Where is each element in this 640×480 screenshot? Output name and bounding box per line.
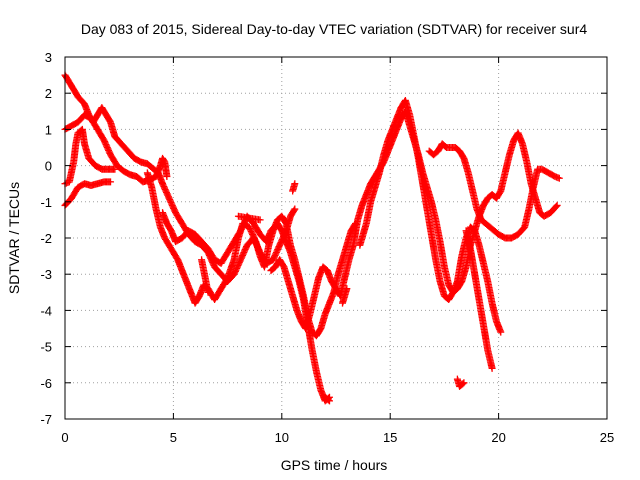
x-tick-label: 10	[275, 430, 289, 445]
data-point	[163, 172, 171, 180]
chart-title: Day 083 of 2015, Sidereal Day-to-day VTE…	[81, 21, 587, 37]
x-tick-label: 20	[491, 430, 505, 445]
series-track-f	[159, 209, 333, 405]
data-point	[204, 288, 212, 296]
data-point	[555, 174, 563, 182]
series-track-j	[462, 227, 496, 372]
y-tick-label: -1	[40, 195, 52, 210]
grid-lines	[65, 57, 607, 419]
y-tick-label: 1	[45, 122, 52, 137]
x-tick-label: 15	[383, 430, 397, 445]
data-point	[290, 206, 298, 214]
series-track-a	[61, 178, 115, 209]
x-axis-label: GPS time / hours	[281, 457, 388, 473]
y-tick-label: -5	[40, 340, 52, 355]
y-tick-labels: -7 -6 -5 -4 -3 -2 -1 0 1 2 3	[40, 50, 52, 427]
x-tick-label: 25	[600, 430, 614, 445]
x-tick-labels: 0 5 10 15 20 25	[61, 430, 614, 445]
data-point	[488, 364, 496, 372]
y-tick-label: -7	[40, 412, 52, 427]
x-tick-label: 5	[170, 430, 177, 445]
data-point	[107, 178, 115, 186]
y-tick-label: -2	[40, 231, 52, 246]
series-track-k	[198, 180, 468, 405]
series-track-e	[143, 169, 360, 340]
x-tick-label: 0	[61, 430, 68, 445]
data-point	[553, 201, 561, 209]
y-tick-label: -6	[40, 376, 52, 391]
data-point	[497, 328, 505, 336]
y-axis-label: SDTVAR / TECUs	[6, 182, 22, 294]
data-point	[291, 180, 299, 188]
data-point	[460, 379, 468, 387]
data-points	[61, 71, 563, 405]
data-point	[291, 205, 299, 213]
data-point	[552, 202, 560, 210]
y-tick-label: 0	[45, 159, 52, 174]
data-point	[234, 212, 242, 220]
y-tick-label: 2	[45, 86, 52, 101]
data-point	[459, 380, 467, 388]
data-point	[324, 396, 332, 404]
axis-ticks	[64, 56, 608, 420]
y-tick-label: 3	[45, 50, 52, 65]
data-point	[325, 397, 333, 405]
series-track-i	[425, 140, 563, 242]
y-tick-label: -4	[40, 303, 52, 318]
y-tick-label: -3	[40, 267, 52, 282]
data-point	[343, 285, 351, 293]
series-track-d	[61, 71, 299, 285]
